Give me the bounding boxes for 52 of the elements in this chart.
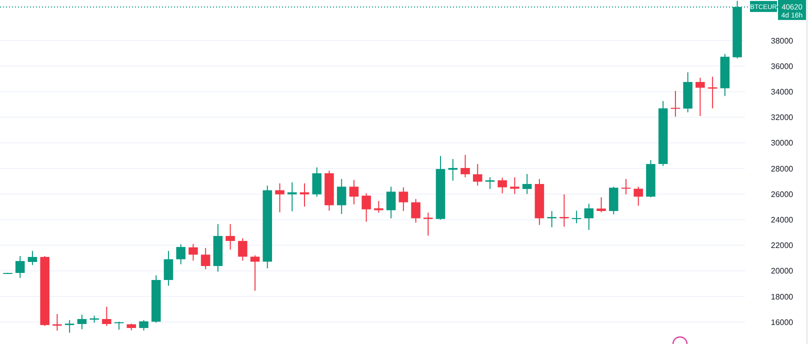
candlestick bbox=[349, 180, 359, 205]
y-tick-label: 22000 bbox=[770, 241, 794, 250]
candlestick bbox=[696, 77, 705, 117]
candlestick bbox=[634, 186, 643, 206]
y-tick-label: 20000 bbox=[770, 266, 794, 276]
y-tick-label: 32000 bbox=[770, 113, 794, 122]
candlestick bbox=[287, 182, 297, 212]
y-tick-label: 16000 bbox=[770, 318, 794, 327]
candlestick bbox=[584, 203, 594, 230]
candlestick bbox=[226, 224, 235, 250]
candlestick bbox=[398, 186, 408, 212]
candlestick bbox=[596, 196, 606, 213]
candlestick bbox=[312, 166, 322, 198]
candlestick bbox=[572, 210, 582, 224]
candlestick bbox=[238, 238, 248, 262]
candlestick bbox=[200, 247, 210, 270]
candlestick bbox=[621, 178, 631, 195]
y-tick-label: 28000 bbox=[770, 164, 794, 174]
y-tick-label: 18000 bbox=[770, 292, 794, 302]
candlestick bbox=[28, 250, 38, 266]
candlestick bbox=[15, 256, 25, 278]
y-tick-label: 38000 bbox=[770, 36, 794, 46]
candlestick bbox=[460, 154, 470, 178]
y-tick-label: 24000 bbox=[770, 216, 794, 224]
candlestick bbox=[188, 244, 198, 262]
candlestick bbox=[250, 254, 260, 292]
candlestick bbox=[362, 192, 371, 222]
candlestick bbox=[102, 306, 112, 326]
candlestick bbox=[411, 198, 420, 224]
candlestick bbox=[64, 320, 74, 334]
candlestick bbox=[336, 178, 346, 214]
y-tick-label: 36000 bbox=[770, 62, 794, 71]
candlestick bbox=[510, 176, 520, 194]
candlestick bbox=[176, 244, 186, 265]
candlestick bbox=[560, 194, 569, 228]
candlestick bbox=[386, 186, 396, 219]
candlestick bbox=[670, 90, 680, 118]
candlestick bbox=[424, 212, 433, 236]
candlestick bbox=[498, 177, 507, 194]
candlestick bbox=[164, 250, 174, 286]
candlestick bbox=[77, 314, 87, 330]
candlestick bbox=[300, 182, 310, 208]
y-tick-label: 34000 bbox=[770, 88, 794, 96]
candlestick bbox=[547, 210, 556, 228]
candlestick bbox=[522, 174, 532, 194]
y-tick-label: 26000 bbox=[770, 190, 794, 199]
candlestick bbox=[472, 164, 482, 186]
y-tick-label: 30000 bbox=[770, 138, 794, 148]
candlestick bbox=[275, 182, 284, 213]
candlestick bbox=[608, 186, 618, 215]
candlestick bbox=[139, 320, 148, 332]
candlestick bbox=[448, 158, 458, 182]
